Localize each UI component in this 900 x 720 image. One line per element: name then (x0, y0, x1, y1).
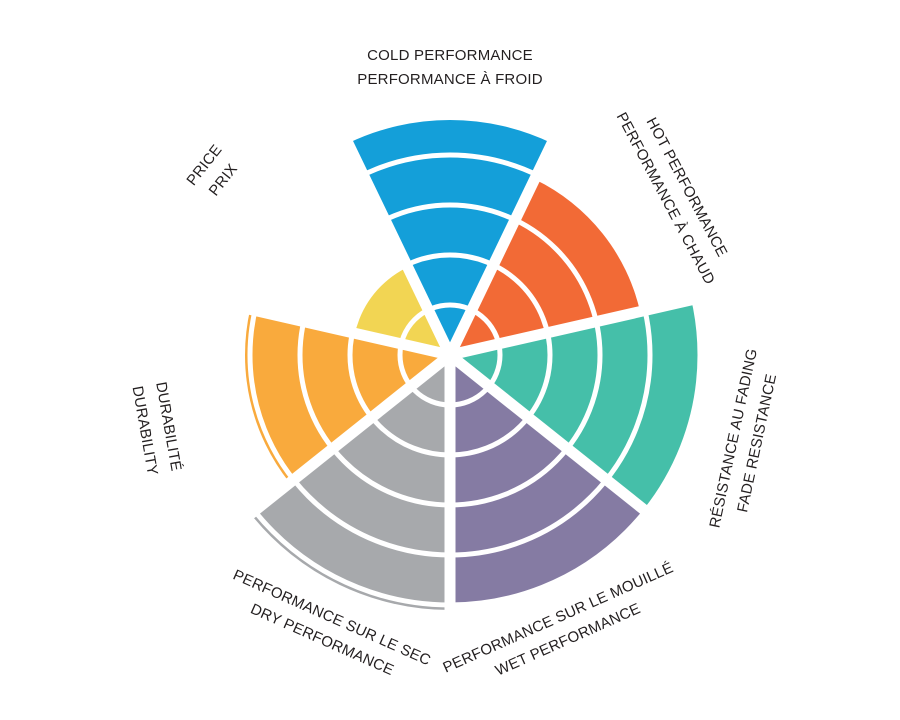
label-price: PRICE PRIX (183, 142, 241, 200)
spoke (227, 350, 454, 534)
wedge-fade-resistance (450, 299, 701, 511)
label-cold-en: COLD PERFORMANCE (367, 47, 533, 64)
spoke (445, 100, 577, 358)
wedges (244, 120, 701, 610)
spoke (446, 350, 673, 534)
spoke (323, 100, 455, 358)
outline-arc (255, 176, 358, 305)
spoke (175, 287, 452, 361)
label-hot: HOT PERFORMANCE PERFORMANCE À CHAUD (613, 110, 731, 288)
label-fade: RÉSISTANCE AU FADING FADE RESISTANCE (706, 347, 780, 529)
wedge-cold-performance (348, 120, 552, 355)
label-cold-fr: PERFORMANCE À FROID (357, 71, 542, 88)
spoke (448, 287, 725, 361)
label-durability: DURABILITÉ DURABILITY (129, 381, 185, 477)
label-cold: COLD PERFORMANCE PERFORMANCE À FROID (357, 47, 542, 88)
spokes (175, 100, 725, 635)
wedge-wet-performance (450, 355, 646, 605)
